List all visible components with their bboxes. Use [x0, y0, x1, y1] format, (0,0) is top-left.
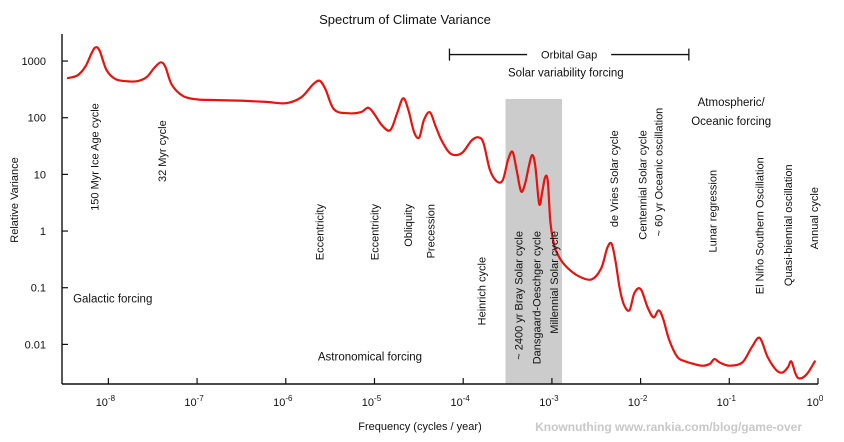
cycle-label: Lunar regression — [708, 170, 720, 253]
y-tick-label: 1 — [40, 226, 46, 238]
forcing-label: Solar variability forcing — [508, 68, 624, 80]
cycle-label: ~ 2400 yr Bray Solar cycle — [514, 231, 526, 360]
chart-title: Spectrum of Climate Variance — [319, 12, 491, 27]
bracket-label-bg — [527, 46, 612, 63]
y-tick-label: 100 — [28, 113, 46, 125]
axis-ticks: 10-8 10-7 10-6 10-5 10-4 10-3 10-2 10-1 100 1000 1… — [22, 56, 824, 409]
y-tick-label: 1000 — [22, 56, 46, 68]
series-line — [66, 46, 816, 380]
cycle-label: Heinrich cycle — [476, 257, 488, 325]
forcing-label: Atmospheric/ — [698, 97, 766, 109]
y-tick-label: 10 — [34, 169, 46, 181]
cycle-label: Eccentricity — [315, 204, 327, 261]
x-tick-label: 10-3 — [539, 394, 559, 409]
x-tick-label: 10-6 — [273, 394, 293, 409]
cycle-label: 150 Myr Ice Age cycle — [90, 103, 102, 211]
orbital-gap-bracket: Orbital Gap — [448, 46, 690, 63]
cycle-label: Centennial Solar cycle — [638, 130, 650, 239]
cycle-label: 32 Myr cycle — [157, 120, 169, 182]
forcing-label: Galactic forcing — [73, 293, 152, 305]
bracket-label: Orbital Gap — [541, 50, 597, 62]
forcing-label: Oceanic forcing — [691, 116, 771, 128]
cycle-label: Eccentricity — [370, 204, 382, 261]
x-tick-label: 10-5 — [362, 394, 382, 409]
cycle-label: Millennial Solar cycle — [549, 231, 561, 334]
x-tick-label: 100 — [807, 394, 824, 409]
cycle-label: Annual cycle — [809, 187, 821, 249]
x-axis-label: Frequency (cycles / year) — [358, 421, 481, 433]
x-tick-label: 10-8 — [96, 394, 116, 409]
cycle-label: Dansgaard-Oeschger cycle — [532, 231, 544, 364]
cycle-label: Precession — [426, 204, 438, 258]
cycle-label: Quasi-biennial oscillation — [783, 164, 795, 286]
cycle-label: El Niño Southern Oscillation — [755, 157, 767, 294]
y-axis-label: Relative Variance — [9, 157, 21, 242]
x-tick-label: 10-4 — [451, 394, 471, 409]
x-tick-label: 10-2 — [628, 394, 648, 409]
y-tick-label: 0.1 — [31, 283, 46, 295]
x-tick-label: 10-7 — [184, 394, 204, 409]
annotation-labels: 150 Myr Ice Age cycle 32 Myr cycle Eccentr… — [73, 68, 821, 365]
watermark: Knownuthing www.rankia.com/blog/game-ove… — [535, 420, 802, 434]
y-tick-label: 0.01 — [25, 339, 46, 351]
cycle-label: Obliquity — [403, 204, 415, 247]
cycle-label: de Vries Solar cycle — [609, 130, 621, 227]
cycle-label: ~ 60 yr Oceanic oscillation — [654, 108, 666, 237]
x-tick-label: 10-1 — [717, 394, 737, 409]
forcing-label: Astronomical forcing — [318, 352, 422, 364]
